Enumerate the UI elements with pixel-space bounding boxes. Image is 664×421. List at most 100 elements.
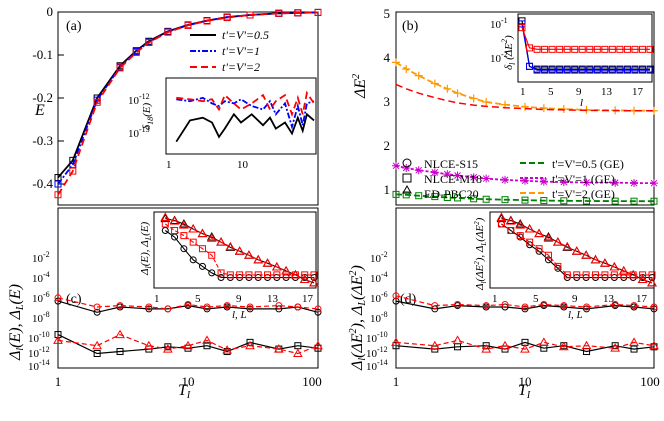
- inset-d-xtick-0: 1: [492, 293, 498, 305]
- panel-b-inset: 10-1 10-2 1 5 9 13 17 l δl (ΔE2): [490, 13, 654, 109]
- d-inset-series-3-point-15: [637, 274, 648, 283]
- b-series-1-point-2: [414, 166, 423, 175]
- d-inset-series-2-point-4: [535, 245, 543, 253]
- c-series-0-point-9: [275, 305, 283, 313]
- d-inset-series-3-point-0: [496, 212, 507, 221]
- b-inset-series-2-point-8: [578, 45, 586, 53]
- c-inset-series-3-point-10: [253, 254, 264, 264]
- b-inset-series-2-point-14: [623, 45, 631, 53]
- panel-b-ylabel: ΔE2: [351, 74, 369, 99]
- a-series-2-point-10: [246, 11, 254, 19]
- legend-a-text-1: t'=V'=1: [222, 44, 260, 58]
- inset-b-xtick-0: 1: [520, 86, 526, 98]
- b-series-0-point-0: [392, 190, 400, 198]
- c-series-1-point-11: [314, 305, 322, 313]
- c-inset-series-3-point-3: [188, 224, 199, 233]
- b-inset-series-2-point-7: [571, 45, 579, 53]
- c-series-1-point-2: [116, 302, 124, 310]
- d-series-2-point-9: [611, 342, 619, 350]
- c-series-0-point-8: [246, 305, 254, 313]
- d-inset-series-2-point-6: [554, 262, 562, 270]
- d-xtick-2: 100: [640, 374, 660, 389]
- b-series-0-point-6: [470, 195, 478, 203]
- b-inset-series-1-point-10: [593, 66, 601, 74]
- d-ytick-4: 10-10: [366, 330, 388, 345]
- panel-a-series: [54, 8, 322, 199]
- legend-a-text-2: t'=V'=2: [222, 60, 260, 74]
- panel-c: (c) Δl(E), ΔL(E) TI 1 10 100 10-2 10-4 1…: [7, 207, 323, 401]
- b-inset-series-1-point-2: [533, 66, 541, 74]
- b-series-2-point-10: [539, 104, 548, 113]
- d-series-0-point-11: [650, 305, 658, 313]
- d-inset-series-2-point-5: [544, 251, 552, 259]
- d-inset-series-3-point-9: [581, 250, 591, 259]
- panel-c-label: (c): [66, 292, 82, 307]
- c-series-1-point-4: [164, 305, 172, 313]
- a-series-2-point-1: [69, 167, 77, 175]
- c-series-1-point-9: [275, 302, 283, 310]
- c-inset-series-2-point-12: [273, 271, 281, 279]
- legend-b-text-1: NLCE-M18: [424, 172, 482, 186]
- b-series-0-point-15: [650, 197, 658, 205]
- d-inset-series-2-point-9: [582, 271, 590, 279]
- d-inset-series-3-point-11: [600, 258, 610, 267]
- c-inset-series-2-point-11: [264, 271, 272, 279]
- panel-c-inset: 1 5 9 13 17 l, L Δl(E), ΔL(E): [139, 211, 319, 321]
- c-series-3-point-11: [313, 340, 323, 350]
- b-inset-series-2-point-1: [526, 44, 534, 52]
- c-inset-series-0-point-4: [198, 262, 206, 270]
- c-series-1-point-7: [223, 302, 231, 310]
- d-series-1-point-6: [540, 300, 548, 308]
- b-series-1-point-6: [469, 173, 478, 182]
- d-inset-series-3-point-6: [553, 237, 563, 246]
- c-inset-series-3-point-2: [179, 220, 189, 229]
- panel-d-series: [391, 292, 659, 356]
- a-inset-series-2-line: [176, 90, 315, 117]
- c-ytick-3: 10-8: [32, 310, 50, 325]
- c-inset-series-3-point-12: [271, 261, 282, 271]
- c-inset-series-2-point-3: [189, 238, 197, 246]
- c-inset-series-3-point-4: [197, 228, 208, 238]
- b-inset-series-1-point-13: [616, 66, 624, 74]
- b-inset-series-1-point-6: [563, 66, 571, 74]
- legend-b-text-4: t'=V'=1 (GE): [552, 172, 615, 186]
- d-inset-series-2-point-2: [516, 232, 524, 240]
- d-series-1-point-11: [650, 303, 658, 311]
- b-inset-series-1-point-7: [571, 66, 579, 74]
- b-series-1-point-7: [482, 174, 491, 183]
- b-series-1-line: [395, 164, 655, 185]
- b-series-0-point-10: [540, 197, 548, 205]
- d-series-1-point-5: [521, 303, 529, 311]
- b-series-2-line: [395, 61, 655, 112]
- b-inset-series-1-point-1: [526, 62, 534, 70]
- c-inset-series-3-point-14: [290, 269, 301, 279]
- d-inset-series-2-point-7: [563, 271, 571, 279]
- d-inset-series-3-point-7: [562, 241, 573, 251]
- b-series-0-point-5: [454, 194, 462, 202]
- inset-c-xtick-4: 17: [302, 293, 314, 305]
- d-series-1-point-1: [431, 302, 439, 310]
- b-inset-series-2-point-4: [548, 45, 556, 53]
- d-series-0-point-4: [501, 303, 509, 311]
- b-series-0-point-1: [402, 191, 410, 199]
- b-inset-series-2-point-5: [556, 45, 564, 53]
- c-inset-series-0-point-5: [208, 269, 216, 277]
- c-inset-series-0-point-3: [189, 256, 197, 264]
- b-series-1-point-8: [501, 175, 510, 184]
- c-inset-series-3-point-1: [169, 216, 180, 225]
- b-series-1-point-9: [521, 176, 529, 185]
- b-inset-series-1-point-8: [578, 66, 586, 74]
- panel-d-xticks: 1 10 100: [393, 374, 660, 389]
- d-inset-series-3-point-8: [571, 246, 582, 255]
- panel-a-label: (a): [66, 19, 82, 34]
- c-inset-series-1-point-2: [179, 218, 189, 228]
- legend-b-marker-2: [402, 184, 412, 194]
- d-inset-series-3-point-1: [505, 216, 516, 225]
- b-series-0-point-8: [501, 196, 509, 204]
- c-series-3-point-1: [92, 340, 102, 350]
- d-series-3-point-2: [452, 335, 463, 344]
- b-series-1-point-14: [630, 178, 639, 187]
- panel-b: (b) ΔE2 5 4 3 2 1 NLCE-S15 NLCE-M18 ED-P…: [351, 6, 658, 206]
- panel-d-yticks: 10-2 10-4 10-6 10-8 10-10 10-12 10-14: [366, 250, 388, 373]
- b-inset-series-2-point-15: [631, 45, 639, 53]
